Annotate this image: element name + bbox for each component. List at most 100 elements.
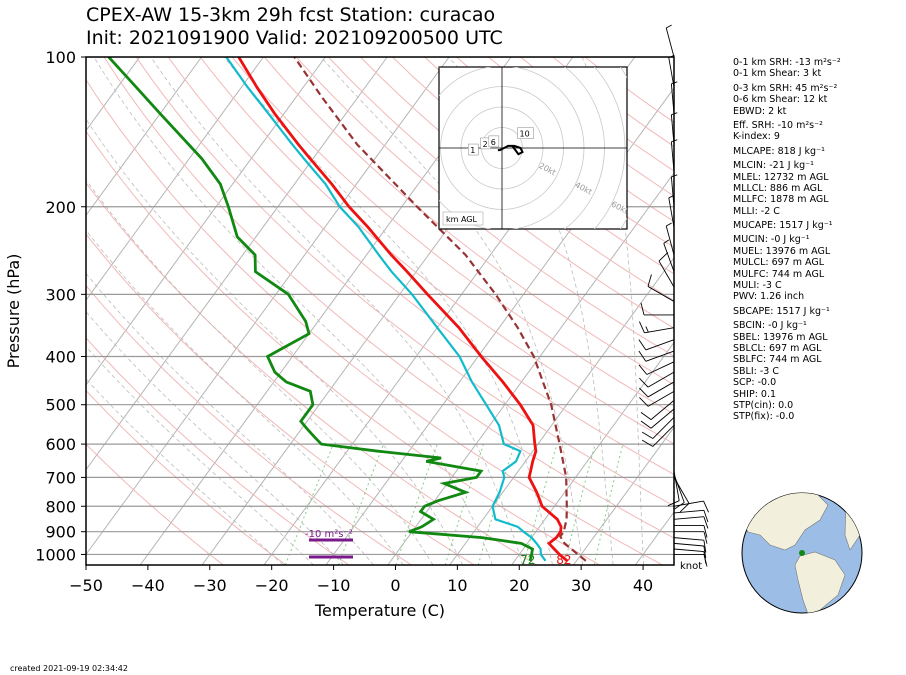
mixing-ratio-line — [523, 443, 558, 565]
moist-adiabat-line — [86, 118, 464, 565]
plot-frame — [85, 56, 675, 566]
moist-adiabat-line — [86, 272, 374, 565]
wind-barb-flag — [703, 545, 707, 559]
wind-barb — [673, 537, 707, 553]
wind-barb-flag — [703, 525, 708, 538]
wind-barb — [670, 112, 678, 145]
wind-barb-flag — [667, 500, 680, 507]
x-tick-label: −50 — [69, 576, 103, 595]
sounding-parameter-line: MULCL: 697 m AGL — [733, 257, 825, 269]
x-tick-label: −30 — [193, 576, 227, 595]
wind-barb-staff — [670, 176, 675, 207]
isotherm-line — [86, 57, 450, 556]
sounding-parameter-line: Eff. SRH: -10 m²s⁻² — [733, 119, 823, 131]
dry-adiabat-line — [199, 57, 674, 445]
wind-barb-flag — [703, 510, 709, 523]
y-tick-label: 1000 — [35, 545, 76, 564]
wind-barb-flag — [639, 377, 649, 388]
hodograph-trace — [497, 144, 524, 156]
wind-barb-staff — [647, 371, 675, 388]
wind-barb — [639, 371, 675, 388]
y-tick-label: 600 — [45, 435, 76, 454]
sounding-parameter-line: MUCIN: -0 J kg⁻¹ — [733, 234, 810, 246]
wind-barb-flag — [640, 302, 645, 316]
sounding-parameter-line: MULFC: 744 m AGL — [733, 268, 825, 280]
isotherm-line — [573, 426, 674, 565]
wind-barb-half-flag — [671, 112, 678, 116]
wind-barb — [665, 222, 675, 256]
wind-barb — [638, 350, 675, 362]
dry-adiabat-line — [103, 57, 674, 539]
hodograph-height-label: 1 — [470, 146, 475, 155]
wind-barb — [673, 542, 707, 559]
x-tick-label: 20 — [509, 576, 529, 595]
wind-barb-flag — [658, 252, 669, 262]
hodograph-height-box — [517, 127, 534, 139]
sounding-parameter-line: PWV: 1.26 inch — [733, 291, 805, 303]
wind-barb-flag — [639, 321, 645, 334]
dry-adiabat-line — [86, 443, 224, 565]
mixing-ratio-line — [444, 443, 485, 565]
wind-barb-half-flag — [671, 174, 678, 178]
wind-barb-staff — [646, 361, 675, 375]
srh-annotation-label: -10 m²s⁻² — [305, 529, 353, 540]
globe-land — [742, 493, 862, 613]
hodograph-legend-label: km AGL — [446, 215, 478, 224]
dry-adiabat-line — [86, 130, 601, 565]
wind-barb — [674, 525, 708, 538]
wind-barb-staff — [652, 424, 675, 447]
wind-barb-flag — [641, 439, 654, 447]
y-tick-label: 100 — [45, 48, 76, 67]
moist-adiabat-line — [86, 378, 284, 565]
station-marker — [799, 550, 805, 556]
wind-barb-flag — [647, 274, 652, 287]
wind-barb-staff — [647, 381, 675, 398]
wind-barb-flag — [638, 339, 647, 351]
moist-adiabat-line — [223, 57, 553, 565]
x-axis-label: Temperature (C) — [314, 601, 445, 620]
wind-barb — [639, 390, 675, 407]
isotherm-line — [86, 57, 264, 301]
moist-adiabat-line — [581, 57, 644, 565]
wind-barb-flag — [640, 411, 652, 420]
wind-barb — [665, 24, 675, 58]
sounding-parameter-line: MULI: -3 C — [733, 280, 782, 292]
wind-barb-flag — [703, 551, 707, 564]
skewt-background-lines — [86, 57, 674, 565]
sounding-parameter-line: K-index: 9 — [733, 131, 780, 143]
dry-adiabat-line — [231, 57, 674, 415]
wind-barb-staff — [645, 350, 675, 362]
moist-adiabat-line — [320, 57, 584, 565]
y-tick-label: 200 — [45, 198, 76, 217]
hodograph-legend-box — [442, 211, 484, 226]
wetbulb-profile-line — [225, 57, 547, 562]
wind-barb — [667, 471, 680, 507]
hodograph-height-box — [467, 143, 479, 156]
wind-barb — [640, 408, 675, 429]
dry-adiabat-line — [86, 284, 412, 565]
wind-barb-staff — [665, 225, 675, 256]
dry-adiabat-line — [86, 181, 538, 565]
isotherm-line — [86, 57, 326, 386]
sounding-parameter-line: MLLI: -2 C — [733, 205, 780, 217]
wind-barb — [668, 194, 675, 228]
moist-adiabat-line — [86, 345, 314, 565]
wind-barb-staff — [650, 399, 675, 420]
isotherm-line — [387, 172, 674, 565]
wind-barb-flag — [638, 350, 647, 362]
wind-barb-staff — [673, 542, 704, 547]
chart-subtitle: Init: 2021091900 Valid: 202109200500 UTC — [86, 27, 503, 49]
wind-barb-flag — [703, 516, 709, 529]
x-tick-label: 40 — [633, 576, 653, 595]
wind-barb — [670, 139, 678, 172]
sounding-parameter-line: SBCAPE: 1517 J kg⁻¹ — [733, 305, 830, 317]
sounding-parameter-line: SBLI: -3 C — [733, 365, 779, 377]
mixing-ratio-line — [284, 443, 334, 565]
wind-barb-staff — [658, 260, 675, 288]
sounding-parameter-line: MLCAPE: 818 J kg⁻¹ — [733, 145, 825, 157]
mixing-ratio-line — [477, 443, 516, 565]
hodograph-height-label: 2 — [483, 140, 488, 149]
sounding-parameter-line: 0-1 km SRH: -13 m²s⁻² — [733, 57, 841, 68]
